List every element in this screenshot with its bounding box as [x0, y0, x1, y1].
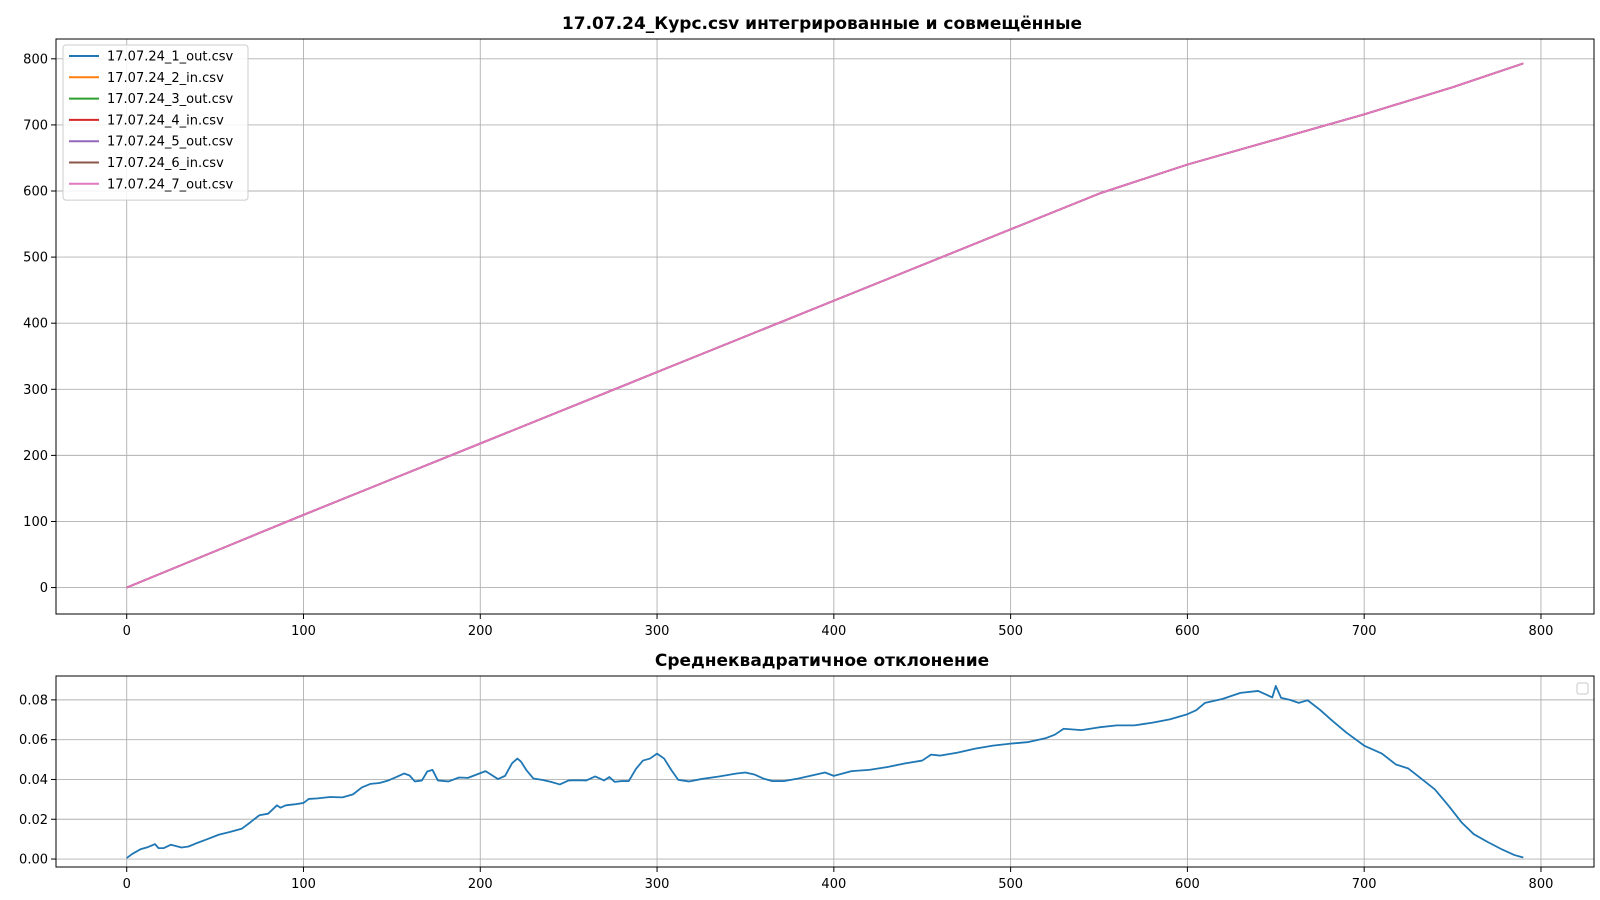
x-tick-label: 100 — [291, 624, 316, 639]
y-tick-label: 200 — [23, 449, 48, 464]
legend-label: 17.07.24_4_in.csv — [107, 113, 224, 128]
grid-integrated — [56, 39, 1594, 614]
legend-label: 17.07.24_2_in.csv — [107, 71, 224, 86]
series-line-integrated — [126, 62, 1524, 589]
y-tick-label: 0.08 — [19, 693, 48, 708]
x-tick-label: 100 — [291, 877, 316, 892]
legend-label: 17.07.24_1_out.csv — [107, 50, 234, 65]
empty-legend-box — [1576, 682, 1589, 695]
panel-integrated: 17.07.24_Курс.csv интегрированные и совм… — [23, 14, 1595, 639]
series-line-integrated — [126, 62, 1524, 589]
y-tick-label: 800 — [23, 52, 48, 67]
ticks-rms: 0 100 200 300 400 500 600 700 800 0.00 0.02 0.04 0.0… — [19, 693, 1553, 892]
x-tick-label: 800 — [1529, 624, 1554, 639]
x-tick-label: 600 — [1175, 877, 1200, 892]
y-tick-label: 0.00 — [19, 853, 48, 868]
series-line-integrated — [126, 62, 1524, 589]
legend-integrated: 17.07.24_1_out.csv 17.07.24_2_in.csv 17.07… — [62, 44, 249, 201]
x-tick-label: 500 — [998, 877, 1023, 892]
x-tick-label: 400 — [821, 624, 846, 639]
y-tick-label: 0 — [40, 581, 48, 596]
series-line-integrated — [126, 62, 1524, 589]
series-line-integrated — [126, 62, 1524, 589]
chart-title-rms: Среднеквадратичное отклонение — [655, 651, 989, 671]
y-tick-label: 700 — [23, 118, 48, 133]
axes-frame-integrated — [55, 38, 1595, 615]
y-tick-label: 100 — [23, 515, 48, 530]
ticks-integrated: 0 100 200 300 400 500 600 700 800 0 100 200 300 400 50… — [23, 52, 1553, 639]
x-tick-label: 700 — [1352, 877, 1377, 892]
y-tick-label: 0.04 — [19, 773, 48, 788]
legend-label: 17.07.24_6_in.csv — [107, 156, 224, 171]
chart-title-integrated: 17.07.24_Курс.csv интегрированные и совм… — [562, 14, 1082, 34]
x-tick-label: 400 — [821, 877, 846, 892]
y-tick-label: 500 — [23, 251, 48, 266]
legend-label: 17.07.24_7_out.csv — [107, 177, 234, 192]
legend-label: 17.07.24_5_out.csv — [107, 135, 234, 150]
series-line-integrated — [126, 62, 1524, 589]
series-lines-rms — [126, 685, 1524, 859]
x-tick-label: 600 — [1175, 624, 1200, 639]
y-tick-label: 0.06 — [19, 733, 48, 748]
y-tick-label: 300 — [23, 383, 48, 398]
series-lines-integrated — [126, 62, 1524, 589]
x-tick-label: 0 — [123, 877, 131, 892]
y-tick-label: 0.02 — [19, 813, 48, 828]
x-tick-label: 0 — [123, 624, 131, 639]
x-tick-label: 200 — [468, 877, 493, 892]
axes-frame-rms — [55, 675, 1595, 868]
grid-rms — [56, 676, 1594, 867]
x-tick-label: 700 — [1352, 624, 1377, 639]
series-line-rms — [126, 685, 1524, 859]
x-tick-label: 200 — [468, 624, 493, 639]
panel-rms: Среднеквадратичное отклонение 0 100 200 300… — [19, 651, 1595, 892]
y-tick-label: 400 — [23, 317, 48, 332]
legend-label: 17.07.24_3_out.csv — [107, 92, 234, 107]
y-tick-label: 600 — [23, 185, 48, 200]
x-tick-label: 300 — [645, 624, 670, 639]
series-line-integrated — [126, 62, 1524, 589]
x-tick-label: 300 — [645, 877, 670, 892]
x-tick-label: 800 — [1529, 877, 1554, 892]
legend-box — [62, 44, 249, 201]
x-tick-label: 500 — [998, 624, 1023, 639]
